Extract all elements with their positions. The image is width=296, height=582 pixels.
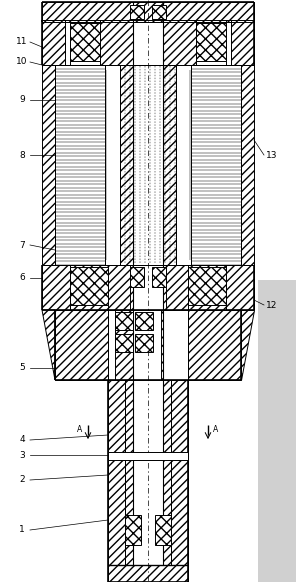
Polygon shape — [108, 565, 188, 582]
Text: 8: 8 — [19, 151, 25, 159]
Text: 3: 3 — [19, 450, 25, 460]
Text: 12: 12 — [266, 300, 278, 310]
Polygon shape — [125, 515, 141, 545]
Polygon shape — [163, 265, 226, 310]
Polygon shape — [55, 310, 108, 380]
Polygon shape — [120, 65, 133, 265]
Polygon shape — [241, 310, 254, 380]
Polygon shape — [42, 265, 70, 310]
Polygon shape — [42, 65, 55, 265]
Polygon shape — [130, 5, 144, 19]
Polygon shape — [196, 23, 226, 61]
Polygon shape — [163, 65, 176, 265]
Polygon shape — [152, 267, 166, 287]
Polygon shape — [163, 20, 196, 65]
Polygon shape — [241, 65, 254, 265]
Text: 9: 9 — [19, 95, 25, 105]
Polygon shape — [125, 380, 133, 460]
Polygon shape — [108, 380, 125, 460]
Polygon shape — [115, 312, 133, 330]
Polygon shape — [135, 334, 153, 352]
Polygon shape — [125, 460, 133, 565]
Polygon shape — [115, 334, 133, 352]
Polygon shape — [108, 460, 125, 565]
Bar — [120, 65, 176, 265]
Text: 6: 6 — [19, 274, 25, 282]
Polygon shape — [115, 310, 133, 380]
Polygon shape — [130, 265, 133, 310]
Bar — [55, 65, 105, 265]
Polygon shape — [161, 310, 163, 380]
Polygon shape — [188, 267, 226, 305]
Text: A: A — [77, 425, 83, 435]
Polygon shape — [42, 20, 65, 65]
Text: 1: 1 — [19, 526, 25, 534]
Polygon shape — [70, 23, 100, 61]
Polygon shape — [155, 515, 171, 545]
Polygon shape — [163, 460, 171, 565]
Polygon shape — [70, 265, 133, 310]
Polygon shape — [231, 20, 254, 65]
Text: 5: 5 — [19, 364, 25, 372]
Text: A: A — [213, 425, 219, 435]
Text: 11: 11 — [16, 37, 28, 47]
Text: 13: 13 — [266, 151, 278, 159]
Text: 7: 7 — [19, 240, 25, 250]
Polygon shape — [100, 20, 133, 65]
Polygon shape — [42, 310, 55, 380]
Polygon shape — [130, 267, 144, 287]
Polygon shape — [171, 380, 188, 460]
Polygon shape — [226, 265, 254, 310]
Polygon shape — [163, 265, 166, 310]
Polygon shape — [152, 5, 166, 19]
Bar — [108, 452, 188, 460]
Text: 2: 2 — [19, 475, 25, 484]
Polygon shape — [70, 267, 108, 305]
Polygon shape — [171, 460, 188, 565]
Bar — [258, 280, 296, 582]
Polygon shape — [188, 310, 241, 380]
Text: 10: 10 — [16, 58, 28, 66]
Polygon shape — [42, 2, 254, 22]
Bar — [191, 65, 241, 265]
Polygon shape — [163, 380, 171, 460]
Polygon shape — [135, 312, 153, 330]
Text: 4: 4 — [19, 435, 25, 445]
